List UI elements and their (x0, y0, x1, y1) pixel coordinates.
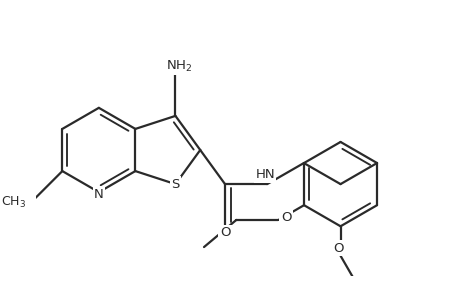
Text: NH$_2$: NH$_2$ (166, 58, 192, 74)
Text: HN: HN (255, 168, 274, 181)
Text: O: O (219, 226, 230, 239)
Text: CH$_3$: CH$_3$ (1, 195, 27, 210)
Text: O: O (332, 242, 343, 255)
Text: N: N (94, 188, 103, 201)
Text: S: S (171, 178, 179, 190)
Text: O: O (280, 211, 291, 224)
